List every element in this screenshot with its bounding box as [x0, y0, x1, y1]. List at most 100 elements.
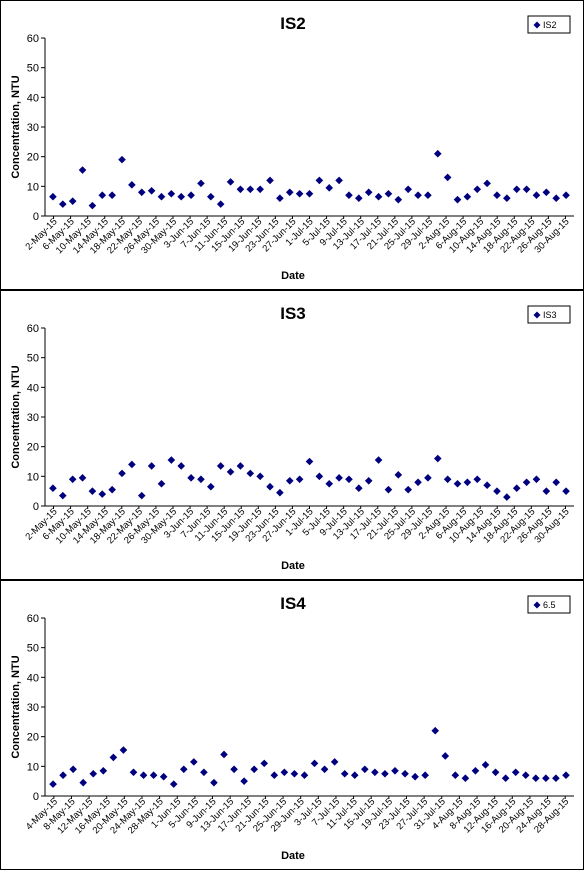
data-point [285, 188, 294, 197]
data-point [88, 487, 97, 495]
data-point [371, 768, 379, 777]
data-point [542, 188, 551, 197]
data-point [503, 493, 511, 501]
data-point [157, 479, 166, 488]
data-point [562, 771, 570, 780]
data-point [276, 194, 284, 202]
data-point [147, 186, 156, 195]
data-point [542, 774, 550, 782]
data-point [473, 475, 482, 484]
legend-box [527, 595, 571, 614]
data-point [443, 475, 452, 484]
data-point [187, 191, 195, 200]
data-point [157, 192, 166, 201]
data-point [391, 766, 399, 775]
data-point [320, 765, 329, 774]
y-tick-label: 60 [27, 323, 39, 335]
data-point [552, 478, 560, 487]
data-point [49, 780, 57, 788]
data-point [461, 774, 470, 782]
data-point [230, 765, 238, 774]
data-point [98, 490, 107, 498]
data-point [236, 462, 245, 470]
data-point [149, 771, 158, 780]
data-point [128, 460, 136, 469]
y-tick-label: 0 [33, 211, 39, 223]
data-point [374, 192, 383, 201]
data-point [542, 487, 551, 495]
data-point [421, 771, 429, 780]
data-point [216, 462, 225, 470]
data-point [246, 185, 255, 194]
data-point [345, 475, 353, 484]
chart-title: IS3 [280, 304, 306, 323]
data-point [119, 746, 128, 754]
y-tick-label: 60 [27, 613, 39, 625]
y-tick-label: 50 [27, 353, 39, 365]
legend-marker [533, 21, 541, 29]
data-point [88, 201, 97, 210]
data-point [501, 774, 510, 782]
data-point [78, 474, 87, 482]
data-point [491, 768, 500, 777]
data-point [552, 774, 560, 782]
x-axis-title: Date [281, 850, 305, 862]
y-tick-label: 60 [27, 33, 39, 45]
data-point [187, 474, 195, 482]
data-point [159, 772, 168, 781]
data-point [404, 485, 412, 494]
data-point [493, 191, 501, 200]
chart-title: IS4 [280, 594, 306, 613]
x-axis-title: Date [281, 560, 305, 572]
data-point [355, 484, 363, 492]
data-point [179, 765, 188, 774]
data-point [443, 173, 452, 182]
data-point [384, 189, 393, 198]
data-point [325, 184, 334, 192]
data-point [169, 780, 178, 788]
data-point [330, 758, 339, 766]
y-axis-title: Concentration, NTU [10, 365, 22, 468]
y-tick-label: 10 [27, 471, 39, 483]
legend-label: 6.5 [543, 600, 556, 610]
data-point [177, 192, 186, 201]
data-point [532, 475, 541, 484]
data-point [250, 765, 258, 774]
data-point [522, 478, 531, 487]
data-point [433, 149, 442, 158]
y-tick-label: 40 [27, 672, 39, 684]
data-point [340, 769, 349, 778]
y-tick-label: 10 [27, 181, 39, 193]
data-point [190, 758, 198, 766]
data-point [89, 769, 98, 778]
data-point [216, 200, 225, 208]
data-point [305, 457, 314, 466]
data-point [290, 769, 299, 778]
data-point [493, 487, 501, 495]
legend: IS2 [527, 15, 571, 34]
y-tick-label: 50 [27, 63, 39, 75]
data-point [350, 771, 359, 780]
data-point [361, 765, 369, 774]
data-point [226, 178, 235, 186]
data-point [414, 478, 422, 487]
data-point [355, 194, 363, 202]
data-point [451, 771, 460, 780]
data-point [59, 200, 67, 208]
data-point [441, 752, 450, 760]
y-tick-label: 20 [27, 732, 39, 744]
data-point [512, 484, 521, 492]
y-tick-label: 50 [27, 643, 39, 655]
y-tick-label: 20 [27, 442, 39, 454]
data-point [453, 195, 462, 204]
data-point [300, 771, 309, 780]
data-point [411, 772, 419, 781]
data-point [315, 472, 324, 481]
data-point [118, 469, 126, 478]
data-point [424, 474, 432, 482]
data-point [305, 189, 314, 198]
data-point [463, 478, 472, 487]
y-axis-title: Concentration, NTU [10, 75, 22, 178]
data-point [481, 761, 490, 769]
data-point [315, 176, 324, 185]
